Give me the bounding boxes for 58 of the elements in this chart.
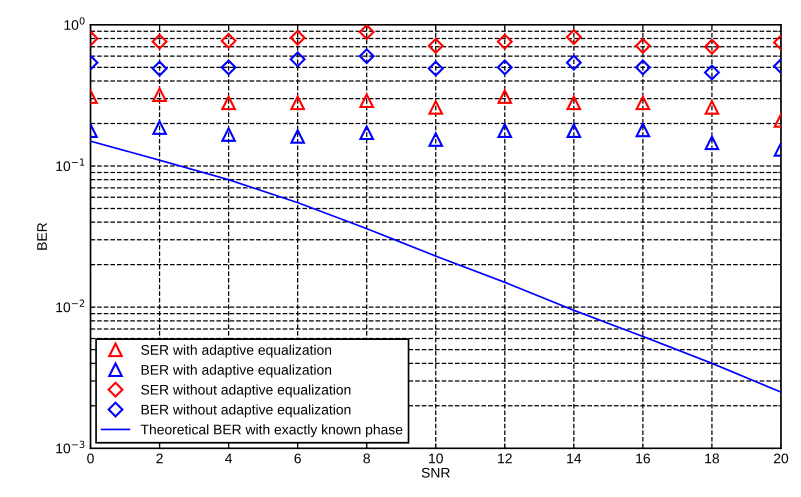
point: [358, 24, 375, 40]
y-tick-label: 10$^{−1}$: [56, 158, 84, 172]
x-tick-label: 6: [294, 454, 301, 464]
point: [496, 59, 513, 76]
point: [221, 127, 236, 142]
point: [220, 32, 237, 49]
x-tick-label: 16: [636, 454, 650, 464]
x-tick-label: 12: [498, 454, 512, 464]
legend-label: Theoretical BER with exactly known phase: [140, 424, 402, 438]
y-axis-title: BER: [37, 222, 47, 250]
x-tick-label: 20: [774, 454, 788, 464]
x-tick-label: 10: [429, 454, 443, 464]
point: [497, 89, 512, 104]
legend-label: BER without adaptive equalization: [142, 404, 350, 418]
point: [566, 29, 582, 45]
point: [290, 96, 305, 110]
legend-label: BER with adaptive equalization: [142, 364, 332, 378]
point: [566, 96, 582, 110]
point: [634, 38, 651, 54]
point: [636, 96, 650, 110]
point: [636, 122, 650, 138]
point: [704, 38, 720, 55]
point: [566, 123, 582, 138]
point: [496, 34, 513, 50]
point: [152, 87, 167, 102]
point: [221, 96, 236, 110]
point: [359, 93, 374, 108]
point: [290, 129, 305, 144]
y-tick-label: 10$^{0}$: [64, 17, 85, 30]
point: [358, 48, 375, 64]
point: [704, 100, 720, 115]
x-tick-label: 18: [705, 454, 720, 464]
point: [220, 59, 237, 76]
x-tick-label: 14: [567, 454, 582, 464]
point: [290, 51, 306, 68]
point: [566, 54, 582, 71]
y-tick-label: 10$^{−2}$: [56, 300, 84, 312]
point: [428, 60, 444, 76]
point: [152, 60, 168, 76]
x-tick-label: 0: [87, 454, 94, 464]
point: [428, 100, 444, 115]
x-tick-label: 4: [225, 454, 232, 464]
x-axis-title: SNR: [422, 468, 450, 478]
point: [152, 120, 167, 135]
legend-label: SER with adaptive equalization: [141, 344, 332, 358]
x-tick-label: 8: [363, 454, 370, 464]
point: [152, 34, 168, 50]
point: [704, 64, 720, 80]
legend-label: SER without adaptive equalization: [141, 384, 350, 398]
x-tick-label: 2: [156, 454, 163, 464]
point: [428, 132, 444, 147]
point: [497, 123, 512, 138]
point: [359, 125, 374, 140]
point: [634, 59, 651, 76]
point: [290, 30, 306, 46]
point: [704, 136, 720, 150]
y-tick-label: 10$^{−3}$: [56, 440, 84, 454]
point: [428, 38, 444, 54]
